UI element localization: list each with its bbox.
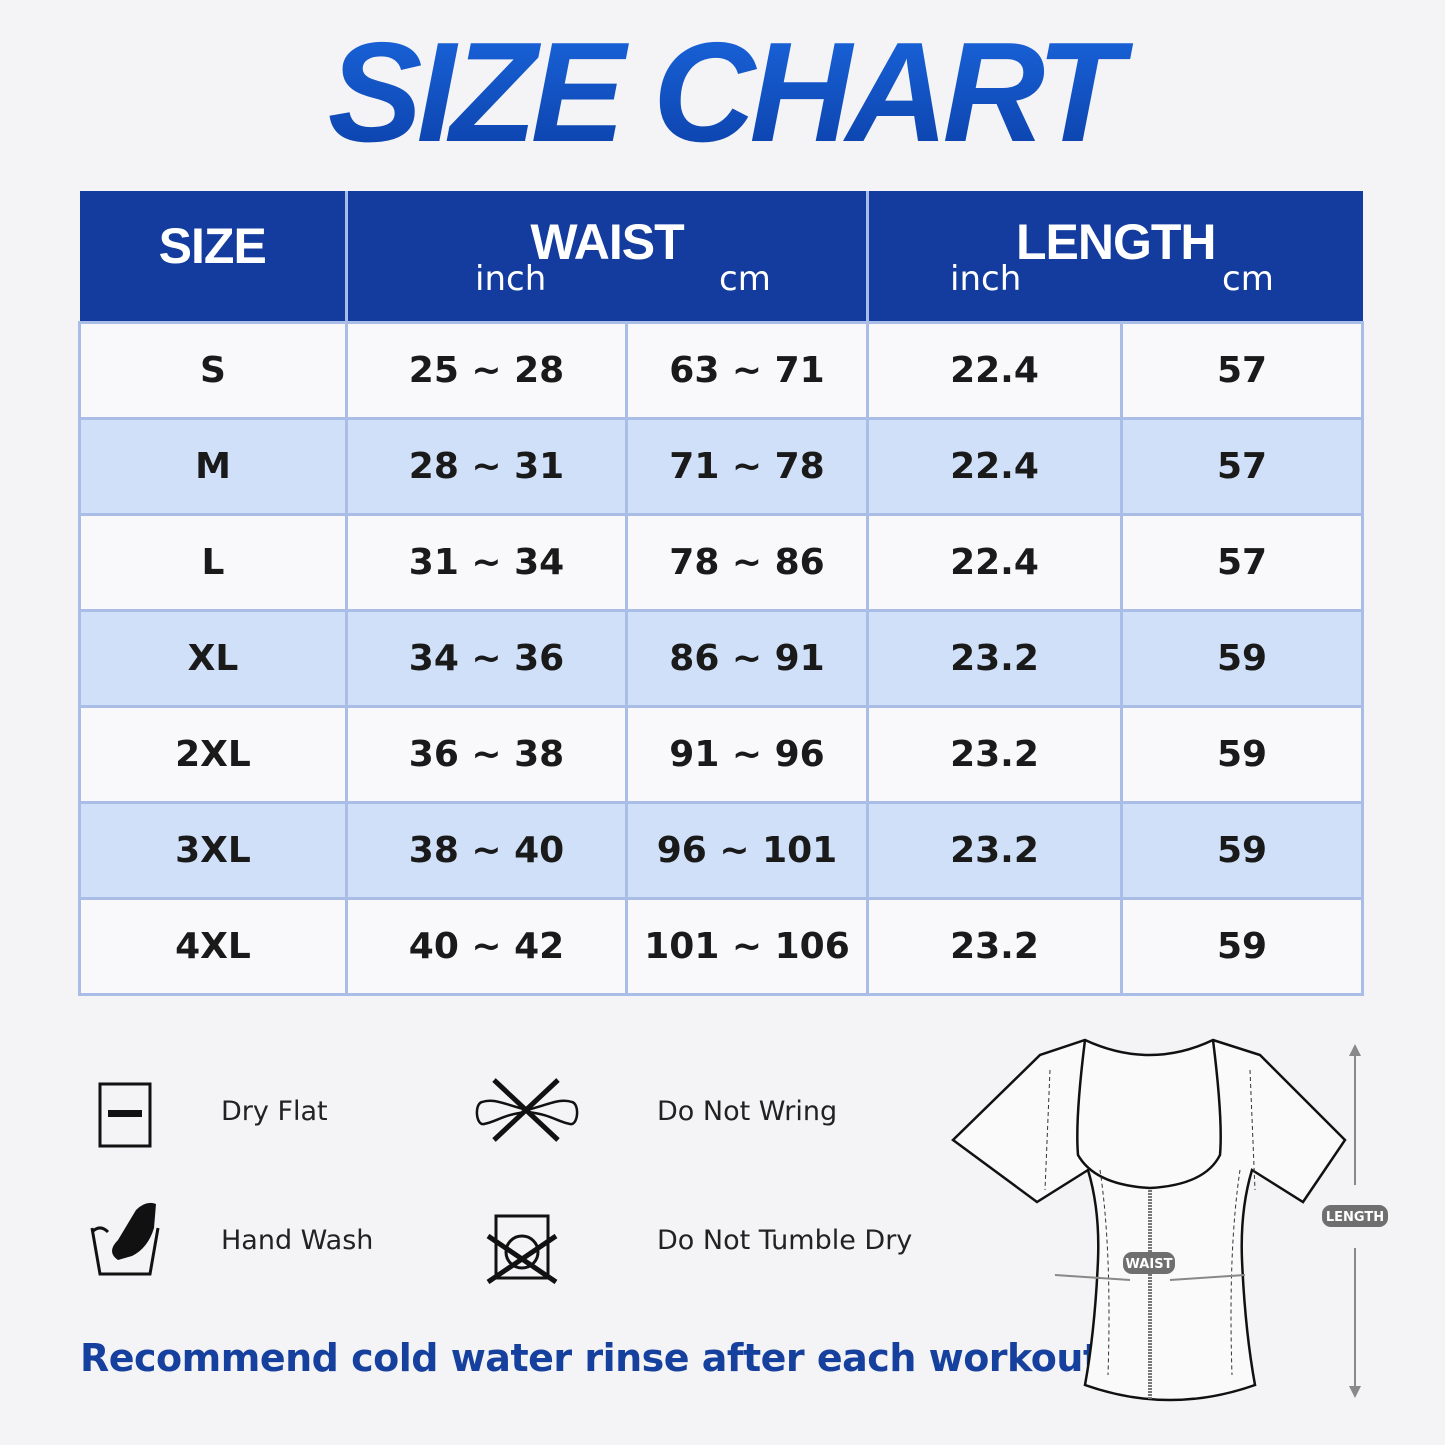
cell-size: L — [78, 513, 348, 612]
do-not-tumble-dry-label: Do Not Tumble Dry — [657, 1225, 913, 1256]
table-row: 3XL 38 ~ 40 96 ~ 101 23.2 59 — [78, 801, 1364, 900]
cell-waist-inch: 28 ~ 31 — [345, 417, 628, 516]
cell-length-cm: 59 — [1120, 897, 1364, 996]
cell-length-inch: 23.2 — [866, 705, 1123, 804]
cell-length-cm: 59 — [1120, 609, 1364, 708]
do-not-wring-label: Do Not Wring — [657, 1096, 838, 1127]
size-table: SIZE WAIST inch cm LENGTH inch cm S 25 ~ … — [78, 191, 1364, 996]
cell-waist-inch: 31 ~ 34 — [345, 513, 628, 612]
cell-waist-cm: 86 ~ 91 — [625, 609, 869, 708]
cell-length-cm: 57 — [1120, 321, 1364, 420]
cell-length-inch: 23.2 — [866, 801, 1123, 900]
cell-waist-inch: 38 ~ 40 — [345, 801, 628, 900]
waist-header-label: WAIST — [530, 214, 684, 270]
cell-length-cm: 57 — [1120, 513, 1364, 612]
garment-diagram: WAIST LENGTH — [951, 1038, 1388, 1402]
cell-size: 3XL — [78, 801, 348, 900]
table-row: 4XL 40 ~ 42 101 ~ 106 23.2 59 — [78, 897, 1364, 996]
cell-length-inch: 22.4 — [866, 513, 1123, 612]
table-body: S 25 ~ 28 63 ~ 71 22.4 57 M 28 ~ 31 71 ~ 78 22.4… — [78, 321, 1364, 996]
cell-length-cm: 59 — [1120, 801, 1364, 900]
waist-inch-label: inch — [475, 259, 547, 299]
length-inch-label: inch — [950, 259, 1022, 299]
page-title: SIZE CHART — [0, 18, 1445, 168]
table-row: 2XL 36 ~ 38 91 ~ 96 23.2 59 — [78, 705, 1364, 804]
waist-cm-label: cm — [719, 259, 771, 299]
length-header-label: LENGTH — [1015, 214, 1217, 270]
cell-size: XL — [78, 609, 348, 708]
table-row: L 31 ~ 34 78 ~ 86 22.4 57 — [78, 513, 1364, 612]
do-not-wring-icon — [475, 1078, 579, 1142]
cell-waist-cm: 78 ~ 86 — [625, 513, 869, 612]
care-note: Recommend cold water rinse after each wo… — [80, 1336, 1115, 1380]
cell-waist-cm: 91 ~ 96 — [625, 705, 869, 804]
table-row: XL 34 ~ 36 86 ~ 91 23.2 59 — [78, 609, 1364, 708]
cell-size: M — [78, 417, 348, 516]
cell-waist-inch: 40 ~ 42 — [345, 897, 628, 996]
cell-length-inch: 22.4 — [866, 417, 1123, 516]
length-cm-label: cm — [1222, 259, 1274, 299]
header-length: LENGTH inch cm — [867, 191, 1363, 323]
dry-flat-icon — [98, 1082, 152, 1148]
table-row: M 28 ~ 31 71 ~ 78 22.4 57 — [78, 417, 1364, 516]
length-diagram-label: LENGTH — [1326, 1210, 1384, 1225]
waist-diagram-label: WAIST — [1126, 1257, 1173, 1272]
cell-size: 4XL — [78, 897, 348, 996]
table-row: S 25 ~ 28 63 ~ 71 22.4 57 — [78, 321, 1364, 420]
cell-waist-cm: 71 ~ 78 — [625, 417, 869, 516]
cell-waist-cm: 101 ~ 106 — [625, 897, 869, 996]
cell-waist-inch: 25 ~ 28 — [345, 321, 628, 420]
header-waist: WAIST inch cm — [346, 191, 869, 323]
cell-waist-cm: 63 ~ 71 — [625, 321, 869, 420]
size-header-label: SIZE — [158, 218, 267, 274]
do-not-tumble-dry-icon — [486, 1214, 558, 1284]
table-header-row: SIZE WAIST inch cm LENGTH inch cm — [79, 191, 1363, 323]
cell-length-inch: 23.2 — [866, 609, 1123, 708]
hand-wash-label: Hand Wash — [221, 1225, 374, 1256]
cell-waist-inch: 34 ~ 36 — [345, 609, 628, 708]
hand-wash-icon — [90, 1202, 160, 1276]
cell-waist-inch: 36 ~ 38 — [345, 705, 628, 804]
cell-length-inch: 22.4 — [866, 321, 1123, 420]
cell-size: S — [78, 321, 348, 420]
dry-flat-label: Dry Flat — [221, 1096, 328, 1127]
cell-size: 2XL — [78, 705, 348, 804]
cell-length-cm: 59 — [1120, 705, 1364, 804]
cell-waist-cm: 96 ~ 101 — [625, 801, 869, 900]
cell-length-inch: 23.2 — [866, 897, 1123, 996]
header-size: SIZE — [79, 191, 348, 323]
cell-length-cm: 57 — [1120, 417, 1364, 516]
